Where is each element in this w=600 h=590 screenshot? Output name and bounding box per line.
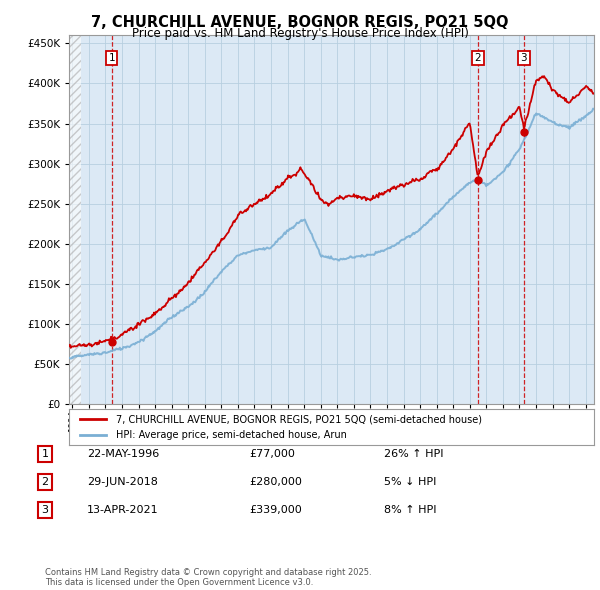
Text: Contains HM Land Registry data © Crown copyright and database right 2025.
This d: Contains HM Land Registry data © Crown c… xyxy=(45,568,371,587)
Text: 5% ↓ HPI: 5% ↓ HPI xyxy=(384,477,436,487)
Text: HPI: Average price, semi-detached house, Arun: HPI: Average price, semi-detached house,… xyxy=(116,430,347,440)
Text: 13-APR-2021: 13-APR-2021 xyxy=(87,505,158,514)
Text: 7, CHURCHILL AVENUE, BOGNOR REGIS, PO21 5QQ (semi-detached house): 7, CHURCHILL AVENUE, BOGNOR REGIS, PO21 … xyxy=(116,414,482,424)
Text: 3: 3 xyxy=(521,53,527,63)
Text: £339,000: £339,000 xyxy=(249,505,302,514)
Text: 26% ↑ HPI: 26% ↑ HPI xyxy=(384,450,443,459)
Text: 29-JUN-2018: 29-JUN-2018 xyxy=(87,477,158,487)
Text: Price paid vs. HM Land Registry's House Price Index (HPI): Price paid vs. HM Land Registry's House … xyxy=(131,27,469,40)
Text: 7, CHURCHILL AVENUE, BOGNOR REGIS, PO21 5QQ: 7, CHURCHILL AVENUE, BOGNOR REGIS, PO21 … xyxy=(91,15,509,30)
Text: £280,000: £280,000 xyxy=(249,477,302,487)
Text: 8% ↑ HPI: 8% ↑ HPI xyxy=(384,505,437,514)
Text: 22-MAY-1996: 22-MAY-1996 xyxy=(87,450,159,459)
Bar xyxy=(69,35,80,404)
Text: 3: 3 xyxy=(41,505,49,514)
Text: £77,000: £77,000 xyxy=(249,450,295,459)
Text: 2: 2 xyxy=(475,53,481,63)
Text: 1: 1 xyxy=(41,450,49,459)
Text: 1: 1 xyxy=(109,53,115,63)
Text: 2: 2 xyxy=(41,477,49,487)
